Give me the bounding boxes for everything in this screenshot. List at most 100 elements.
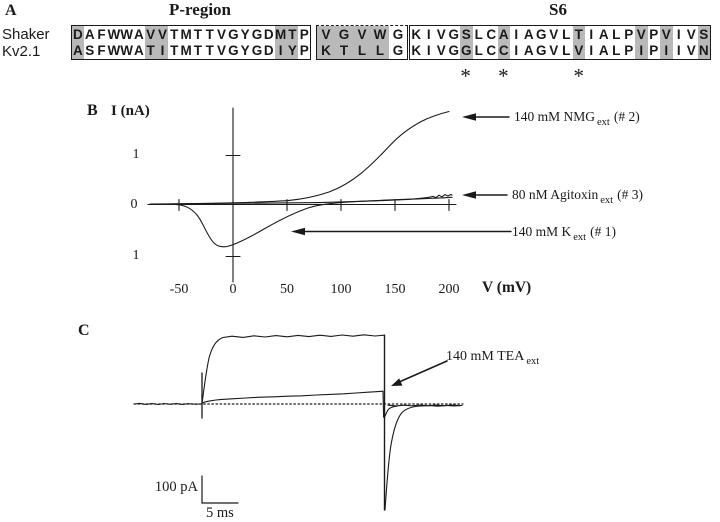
asterisk-mark: * (573, 64, 585, 88)
seq-cell: S (85, 43, 95, 58)
seq-cell: K (411, 43, 422, 58)
asterisk-spacer (610, 66, 623, 86)
seq-cell: M (274, 26, 287, 43)
seq-cell: D (72, 26, 84, 43)
seq-cell: L (562, 26, 571, 42)
asterisk-spacer (547, 66, 560, 86)
asterisk-spacer (661, 66, 674, 86)
seq-cell: A (598, 43, 609, 58)
seq-cell: P (624, 26, 634, 42)
seq-cell: I (589, 43, 594, 58)
seq-cell: T (144, 42, 157, 59)
x-tick-label-50: 50 (280, 282, 294, 297)
seq-cell: T (205, 43, 214, 58)
seq-cell: I (676, 26, 681, 42)
x-tick-label-100: 100 (330, 282, 352, 297)
seq-cell: A (523, 26, 534, 42)
seq-cell: P (624, 43, 634, 58)
seq-cell: W (371, 26, 389, 43)
s6-header: S6 (549, 0, 567, 19)
vertical-scale-label: 100 pA (154, 479, 198, 495)
seq-cell: G (251, 26, 263, 42)
seq-cell: L (562, 43, 571, 58)
seq-cell: P (649, 43, 659, 58)
baseline-noise-post (387, 404, 461, 407)
seq-cell: I (426, 43, 431, 58)
seq-cell: A (72, 42, 84, 59)
seq-cell: C (486, 43, 497, 58)
iv-y-axis-label: I (nA) (111, 103, 150, 119)
seq-cell: P (299, 43, 309, 58)
trace-tea (201, 390, 398, 418)
seq-cell: V (436, 26, 446, 42)
seq-cell: L (353, 42, 371, 59)
y-tick-label-0: 0 (130, 197, 138, 212)
seq-cell: L (612, 43, 621, 58)
asterisk-spacer (698, 66, 711, 86)
seq-cell: V (686, 26, 696, 42)
seq-cell: D (263, 43, 274, 58)
seq-cell: I (676, 43, 681, 58)
seq-cell: G (335, 26, 353, 43)
asterisk-spacer (673, 66, 686, 86)
y-tick-label-plus1: 1 (132, 147, 140, 162)
seq-cell: V (660, 26, 673, 43)
panel-c-label: C (78, 322, 90, 339)
seq-cell: I (156, 42, 169, 59)
seq-cell: W (120, 43, 133, 58)
seq-cell: G (535, 26, 547, 42)
asterisk-spacer (447, 66, 460, 86)
x-tick-label-0: 0 (229, 282, 237, 297)
seq-cell: V (549, 26, 559, 42)
asterisk-spacer (598, 66, 611, 86)
seq-cell: V (686, 43, 696, 58)
seq-cell: D (263, 26, 274, 42)
seq-cell: G (251, 43, 263, 58)
annotation-nmg-tail: (# 2) (613, 109, 640, 124)
seq-cell: F (97, 43, 106, 58)
asterisk-row: * * * (409, 64, 711, 88)
seq-cell: C (497, 42, 510, 59)
seq-cell: G (448, 26, 459, 42)
seq-cell: T (286, 26, 299, 43)
seq-cell: G (392, 26, 404, 42)
row-label-kv21: Kv2.1 (2, 43, 41, 60)
annotation-k-subscript: ext (573, 231, 587, 243)
seq-cell: T (193, 43, 203, 58)
annotation-tea-subscript: ext (526, 355, 540, 367)
asterisk-spacer (648, 66, 661, 86)
seq-cell: T (572, 26, 585, 43)
asterisk-spacer (686, 66, 699, 86)
annotation-tea-text: 140 mM TEA (446, 349, 525, 364)
y-tick-label-minus1: 1 (132, 248, 140, 263)
seq-cell: M (180, 26, 192, 42)
annotation-nmg-text: 140 mM NMG (514, 109, 596, 124)
panel-b-label: B (87, 102, 98, 119)
seq-cell: M (180, 43, 192, 58)
asterisk-spacer (422, 66, 435, 86)
p-region-header: P-region (168, 0, 231, 19)
seq-cell: N (697, 42, 710, 59)
seq-cell: S (460, 26, 473, 43)
seq-cell: V (436, 43, 446, 58)
row-label-shaker: Shaker (2, 26, 50, 43)
seq-cell: V (217, 43, 227, 58)
seq-cell: I (514, 26, 519, 42)
seq-cell: G (392, 43, 404, 58)
asterisk-spacer (585, 66, 598, 86)
seq-cell: L (371, 42, 389, 59)
x-tick-label-neg50: -50 (169, 282, 189, 297)
asterisk-mark: * (460, 64, 471, 88)
seq-cell: W (107, 43, 121, 58)
arrow-tea-head (391, 378, 403, 386)
seq-cell: K (411, 26, 422, 42)
seq-cell: I (660, 42, 673, 59)
